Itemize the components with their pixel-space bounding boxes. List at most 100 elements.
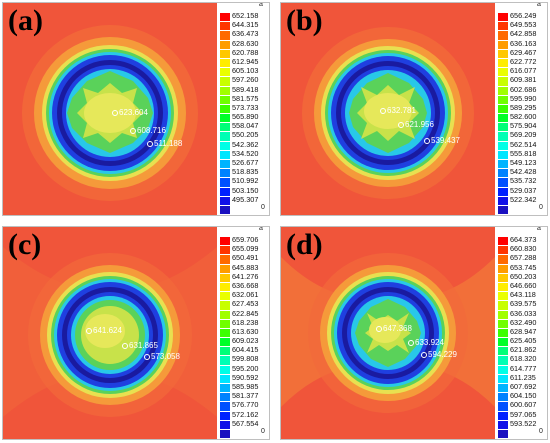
colorbar-labels: 656.249 649.553 642.858 636.163 629.467 622.7… — [510, 11, 547, 204]
colorbar-tick-label: 650.491 — [232, 253, 259, 263]
colorbar-tick-label: 646.660 — [510, 280, 537, 290]
colorbar-tick-label: 605.103 — [232, 66, 259, 76]
colorbar-top-marker: a — [259, 226, 263, 232]
colorbar-swatch — [498, 246, 508, 256]
colorbar-tick-label: 599.808 — [232, 354, 259, 364]
colorbar-tick-label: 609.381 — [510, 75, 537, 85]
colorbar-swatch — [220, 429, 230, 439]
probe-value-3: 511.188 — [154, 139, 183, 148]
colorbar-tick-label: 600.607 — [510, 400, 537, 410]
colorbar-swatch — [498, 384, 508, 394]
colorbar-tick-label: 627.453 — [232, 299, 259, 309]
colorbar-swatch — [220, 246, 230, 256]
colorbar-swatch — [498, 255, 508, 265]
colorbar-tick-label: 643.118 — [510, 290, 536, 300]
colorbar-tick-label: 567.554 — [232, 418, 259, 428]
contour-plot-b: 632.781 621.956 539.437 — [281, 3, 495, 215]
probe-value-2: 621.956 — [405, 120, 434, 129]
colorbar-swatch — [220, 393, 230, 403]
colorbar-swatch — [220, 160, 230, 170]
colorbar-swatch — [498, 160, 508, 170]
colorbar-swatch — [220, 31, 230, 41]
colorbar-swatch — [220, 187, 230, 197]
colorbar-tick-label: 534.520 — [232, 148, 259, 158]
colorbar-swatches — [498, 237, 508, 439]
colorbar-swatch — [498, 31, 508, 41]
colorbar-tick-label: 597.260 — [232, 75, 259, 85]
colorbar-swatch — [498, 114, 508, 124]
colorbar-swatch — [220, 301, 230, 311]
panel-label-c: (c) — [8, 228, 42, 261]
contour-plot-c: 641.624 631.865 573.058 — [3, 227, 217, 439]
colorbar-tick-label: 590.592 — [232, 372, 259, 382]
colorbar-tick-label: 659.706 — [232, 235, 259, 244]
colorbar-swatch — [498, 196, 508, 206]
colorbar-tick-label: 636.033 — [510, 308, 537, 318]
colorbar-swatch — [220, 411, 230, 421]
colorbar-tick-label: 660.830 — [510, 244, 537, 254]
colorbar-swatch — [220, 13, 230, 23]
colorbar-tick-label: 611.235 — [510, 372, 536, 382]
colorbar-swatch — [220, 123, 230, 133]
colorbar-b: a 656.249 649.553 642.858 636.163 629.467 622… — [497, 2, 547, 215]
colorbar-tick-label: 542.362 — [232, 139, 259, 149]
probe-value-1: 647.368 — [383, 324, 412, 333]
colorbar-labels: 652.158 644.315 636.473 628.630 620.788 612.9… — [232, 11, 269, 204]
colorbar-tick-label: 636.473 — [232, 29, 259, 39]
colorbar-tick-label: 618.320 — [510, 354, 537, 364]
probe-value-2: 608.716 — [137, 126, 166, 135]
colorbar-swatch — [498, 429, 508, 439]
colorbar-swatch — [220, 49, 230, 59]
colorbar-tick-label: 526.677 — [232, 158, 259, 167]
colorbar-tick-label: 604.150 — [510, 391, 537, 401]
colorbar-swatch — [220, 420, 230, 430]
colorbar-tick-label: 622.772 — [510, 56, 537, 66]
colorbar-swatch — [220, 255, 230, 265]
colorbar-swatch — [220, 104, 230, 115]
contour-plot-a: 623.604 608.716 511.188 — [3, 3, 217, 215]
colorbar-swatch — [498, 95, 508, 105]
panel-d: 647.368 633.924 594.229 (d) a 664.373 660… — [280, 226, 548, 440]
colorbar-swatch — [220, 356, 230, 366]
colorbar-labels: 659.706 655.099 650.491 645.883 641.276 636.6… — [232, 235, 269, 428]
colorbar-bottom-marker: 0 — [539, 428, 543, 435]
colorbar-tick-label: 595.200 — [232, 363, 259, 373]
colorbar-swatch — [498, 132, 508, 142]
colorbar-tick-label: 632.490 — [510, 317, 537, 327]
colorbar-swatch — [220, 347, 230, 357]
colorbar-tick-label: 510.992 — [232, 176, 259, 186]
colorbar-a: a 652.158 644.315 636.473 628.630 620.788 612… — [219, 3, 269, 215]
colorbar-top-marker: a — [537, 2, 541, 8]
colorbar-tick-label: 503.150 — [232, 185, 259, 195]
colorbar-swatch — [220, 365, 230, 375]
probe-value-2: 633.924 — [415, 338, 444, 347]
colorbar-swatch — [220, 68, 230, 78]
colorbar-swatch — [498, 68, 508, 78]
colorbar-tick-label: 535.732 — [510, 176, 537, 186]
colorbar-swatch — [220, 338, 230, 348]
colorbar-swatch — [220, 237, 230, 247]
colorbar-tick-label: 595.990 — [510, 93, 537, 103]
colorbar-swatch — [498, 123, 508, 133]
colorbar-swatch — [498, 411, 508, 421]
colorbar-tick-label: 655.099 — [232, 244, 259, 254]
colorbar-tick-label: 628.630 — [232, 38, 259, 48]
colorbar-swatch — [220, 141, 230, 151]
colorbar-swatch — [498, 301, 508, 311]
colorbar-tick-label: 614.777 — [510, 363, 537, 373]
colorbar-bottom-marker: 0 — [261, 204, 265, 211]
colorbar-tick-label: 641.276 — [232, 271, 259, 281]
colorbar-swatch — [220, 114, 230, 124]
colorbar-swatch — [498, 86, 508, 96]
colorbar-tick-label: 569.209 — [510, 130, 537, 140]
colorbar-swatch — [220, 77, 230, 87]
colorbar-tick-label: 573.733 — [232, 102, 259, 112]
colorbar-tick-label: 529.037 — [510, 185, 537, 195]
colorbar-swatches — [220, 237, 230, 439]
colorbar-tick-label: 604.415 — [232, 345, 259, 355]
colorbar-swatch — [220, 205, 230, 215]
colorbar-tick-label: 618.238 — [232, 317, 259, 327]
colorbar-swatch — [220, 273, 230, 283]
colorbar-tick-label: 555.818 — [510, 148, 537, 158]
colorbar-tick-label: 628.947 — [510, 326, 537, 336]
